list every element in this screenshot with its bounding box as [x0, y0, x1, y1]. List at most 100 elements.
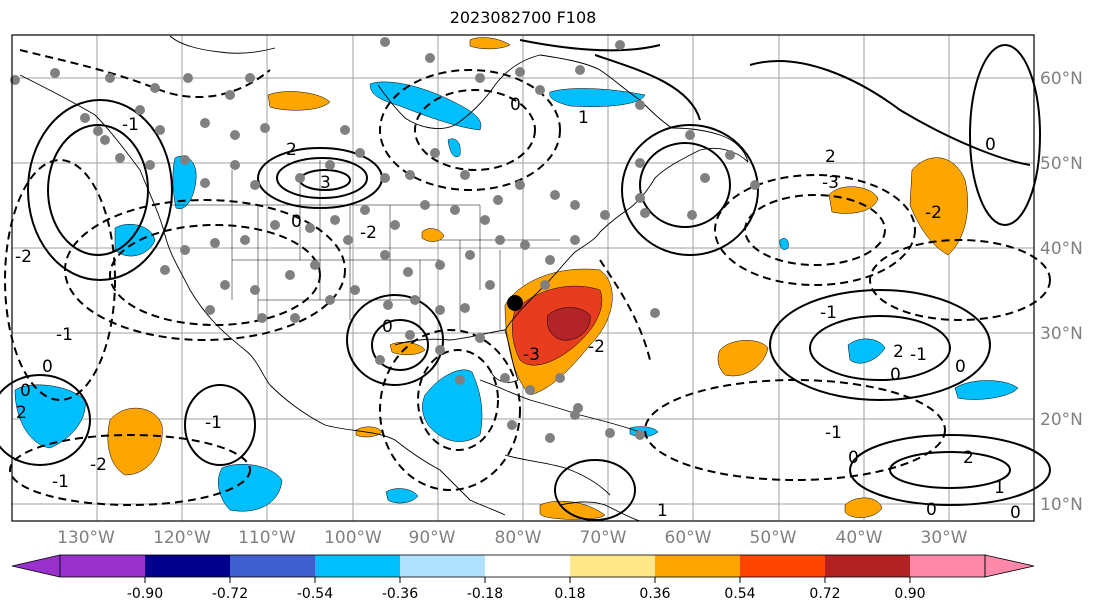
contour-label: 0: [955, 357, 966, 377]
colorbar-extend-low: [11, 554, 61, 578]
shade-orange-gulf-coast: [389, 342, 426, 355]
colorbar-tick-label: 0.90: [894, 586, 925, 602]
lon-label: 50°W: [750, 528, 797, 548]
contour-label: -3: [822, 173, 839, 193]
shade-blue-great-lakes: [447, 138, 461, 158]
colorbar-bin: [230, 555, 315, 577]
contour-label: -1: [205, 413, 222, 433]
lon-label: 60°W: [665, 528, 712, 548]
lon-label: 80°W: [495, 528, 542, 548]
contour-label: -2: [588, 337, 605, 357]
contour-label: -3: [523, 345, 540, 365]
contour-label: 3: [320, 173, 331, 193]
contour-label: -1: [52, 472, 69, 492]
contour-label: 2: [16, 403, 27, 423]
contour-label: -2: [15, 247, 32, 267]
longitude-labels: 130°W 120°W 110°W 100°W 90°W 80°W 70°W 6…: [57, 528, 968, 548]
lon-label: 120°W: [153, 528, 211, 548]
colorbar-bin: [910, 555, 985, 577]
colorbar-bin: [485, 555, 570, 577]
lon-label: 110°W: [238, 528, 296, 548]
contour-label: 2: [963, 448, 974, 468]
latitude-labels: 60°N 50°N 40°N 30°N 20°N 10°N: [1040, 69, 1083, 515]
highlighted-station: [507, 295, 523, 311]
colorbar: -0.90 -0.72 -0.54 -0.36 -0.18 0.18 0.36 …: [11, 554, 1035, 602]
shade-orange-east-pacific: [107, 407, 163, 476]
colorbar-tick-label: 0.72: [809, 586, 840, 602]
contour-label: 0: [890, 365, 901, 385]
contour-label: -1: [122, 115, 139, 135]
shade-blue-central-atlantic: [847, 338, 886, 364]
shade-blue-pacific-nw: [172, 155, 197, 210]
colorbar-ticks: [144, 577, 911, 583]
colorbar-bin: [825, 555, 910, 577]
station-markers: [10, 37, 760, 443]
contour-label: 1: [578, 108, 589, 128]
contour-label: -1: [910, 345, 927, 365]
colorbar-bin: [655, 555, 740, 577]
shade-blue-east-pacific-low: [218, 463, 283, 512]
contour-label: -1: [820, 303, 837, 323]
colorbar-extend-high: [984, 554, 1035, 578]
contour-label: 0: [20, 381, 31, 401]
colorbar-frame: [59, 554, 986, 578]
shade-blue-labrador: [549, 88, 646, 107]
shade-darkred-gulf-stream: [546, 307, 591, 341]
contour-label: -1: [56, 325, 73, 345]
contour-label: 0: [926, 500, 937, 520]
contour-label: 0: [291, 212, 302, 232]
contours-negative: [4, 49, 1051, 506]
shade-blue-far-west: [14, 384, 86, 449]
contour-label: 0: [510, 95, 521, 115]
contour-label: 0: [382, 317, 393, 337]
lon-label: 30°W: [921, 528, 968, 548]
colorbar-tick-label: 0.54: [724, 586, 755, 602]
contour-label: -2: [360, 223, 377, 243]
lon-label: 130°W: [57, 528, 115, 548]
contour-label: 1: [994, 478, 1005, 498]
colorbar-bin: [315, 555, 400, 577]
colorbar-tick-label: 0.18: [554, 586, 585, 602]
lat-label: 60°N: [1040, 69, 1083, 89]
colorbar-tick-label: -0.72: [212, 586, 248, 602]
shade-blue-mid-atlantic-small: [779, 238, 789, 250]
shade-orange-appalachia: [421, 228, 445, 242]
contour-label: 1: [657, 501, 668, 521]
lat-label: 10°N: [1040, 495, 1083, 515]
shaded-areas: [14, 37, 1019, 520]
contour-label: -2: [90, 455, 107, 475]
contour-label: 2: [893, 342, 904, 362]
shade-blue-caribbean-south: [385, 488, 419, 504]
contour-label: 2: [286, 140, 297, 160]
shade-orange-tropical-atlantic: [717, 340, 769, 377]
contour-labels: 2 3 0 -2 0 0 2 -1 -2 -1 0 1 -2 -3 -1 2 0…: [15, 95, 1021, 523]
lon-label: 70°W: [580, 528, 627, 548]
shade-blue-gulf-of-mexico: [422, 369, 483, 442]
coastlines: [19, 35, 749, 522]
contour-label: 0: [985, 135, 996, 155]
lat-label: 20°N: [1040, 410, 1083, 430]
colorbar-bin: [60, 555, 145, 577]
lon-label: 40°W: [836, 528, 883, 548]
contour-label: -2: [925, 203, 942, 223]
colorbar-tick-label: 0.36: [639, 586, 670, 602]
lat-label: 50°N: [1040, 154, 1083, 174]
shade-blue-california: [114, 224, 156, 257]
lon-label: 100°W: [324, 528, 382, 548]
contour-label: 0: [848, 448, 859, 468]
colorbar-tick-label: -0.54: [297, 586, 333, 602]
shade-orange-hudson: [469, 37, 511, 50]
colorbar-bin: [145, 555, 230, 577]
map-frame: [11, 34, 1035, 522]
lat-label: 40°N: [1040, 239, 1083, 259]
lon-label: 90°W: [409, 528, 456, 548]
shade-orange-bottom-right: [844, 497, 883, 518]
contour-label: 0: [1010, 503, 1021, 523]
colorbar-tick-label: -0.90: [127, 586, 163, 602]
shade-orange-mid-atlantic: [909, 157, 968, 256]
contour-label: 2: [825, 147, 836, 167]
colorbar-tick-label: -0.18: [467, 586, 503, 602]
colorbar-tick-label: -0.36: [382, 586, 418, 602]
contour-label: -1: [825, 423, 842, 443]
map-title: 2023082700 F108: [449, 8, 597, 27]
